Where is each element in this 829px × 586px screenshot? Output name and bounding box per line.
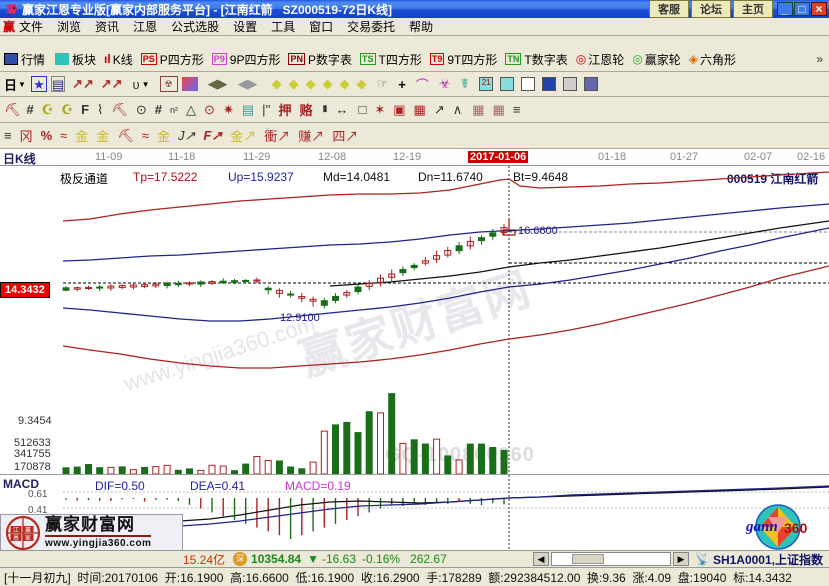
svg-text:家: 家: [25, 534, 31, 542]
svg-text:江: 江: [13, 527, 19, 534]
svg-text:恩: 恩: [13, 535, 19, 542]
svg-text:赢: 赢: [25, 526, 31, 534]
